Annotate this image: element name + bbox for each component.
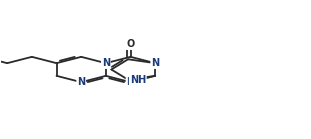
Text: N: N bbox=[151, 58, 159, 68]
Text: N: N bbox=[102, 58, 110, 68]
Text: O: O bbox=[126, 39, 135, 49]
Text: N: N bbox=[77, 77, 85, 87]
Text: N: N bbox=[127, 77, 135, 87]
Text: NH: NH bbox=[130, 75, 146, 85]
